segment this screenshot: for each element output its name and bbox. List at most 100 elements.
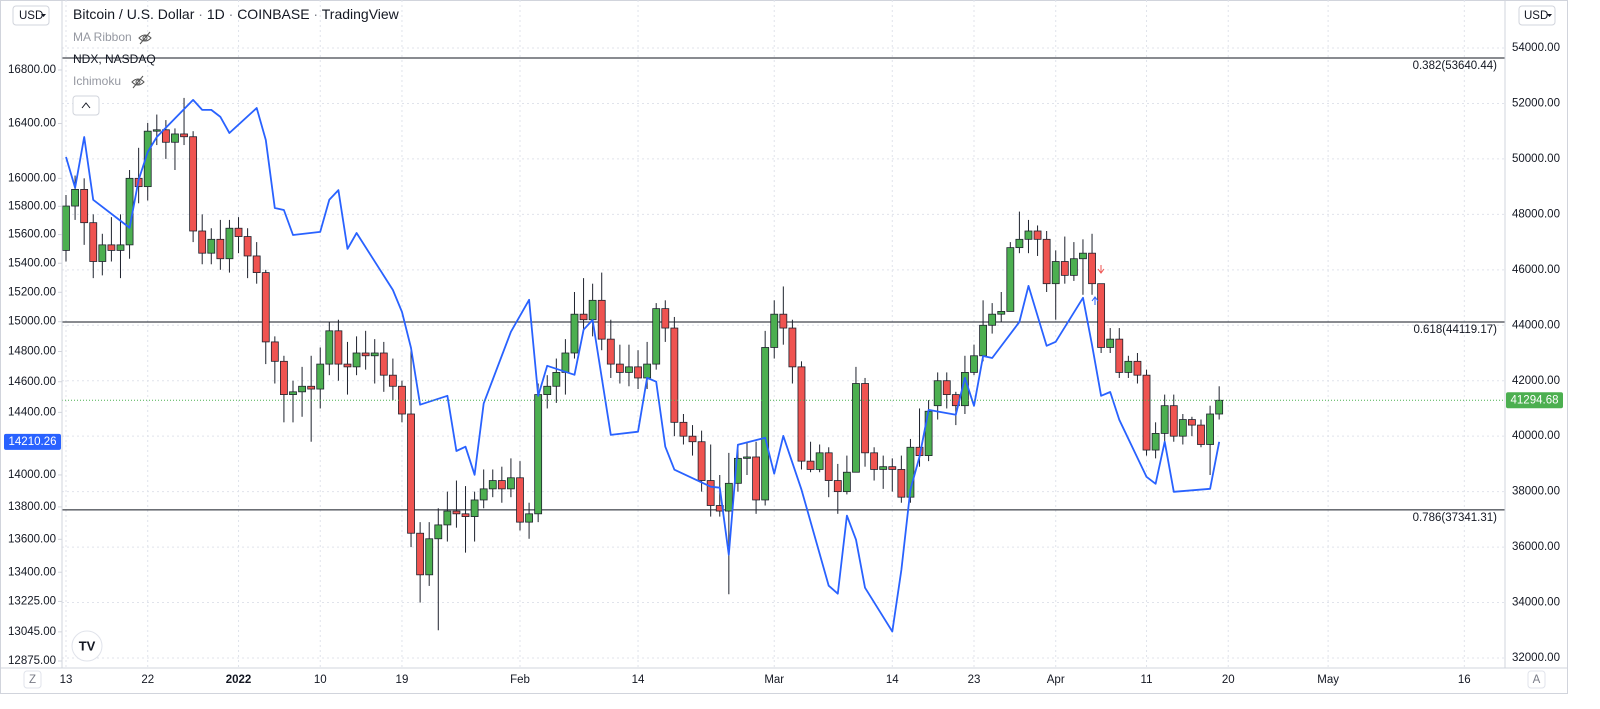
candle-body [325, 330, 334, 365]
currency-button-left[interactable]: USD [12, 5, 50, 26]
candle-body [534, 394, 543, 515]
candle-body [1206, 413, 1214, 445]
candle-body [171, 133, 179, 143]
candle-body [379, 352, 388, 376]
candle-body [1069, 258, 1078, 276]
y-tick-label: 52000.00 [1512, 97, 1560, 109]
candle-body [316, 363, 325, 390]
y2-tick-label: 16000.00 [8, 172, 56, 184]
candle-body [479, 488, 488, 501]
x-tick-label: Mar [764, 674, 784, 686]
candle-body [1060, 261, 1069, 276]
x-tick-label: 13 [60, 674, 73, 686]
frame [0, 0, 1568, 694]
candle-body [724, 482, 733, 512]
x-tick-label: 23 [968, 674, 981, 686]
candle-body [1169, 405, 1178, 437]
candle-body [1097, 283, 1106, 348]
candle-body [779, 313, 788, 329]
y-tick-label: 48000.00 [1512, 208, 1560, 220]
candle-body [180, 133, 188, 138]
candle-body [1124, 360, 1133, 373]
candle-body [98, 244, 107, 262]
y-tick-label: 38000.00 [1512, 486, 1560, 498]
candle-body [988, 313, 997, 326]
last-y2-label: 14210.26 [9, 436, 57, 448]
candle-body [697, 441, 706, 481]
candle-body [970, 355, 978, 373]
last-price-box [1506, 392, 1563, 409]
candle-body [861, 383, 869, 454]
x-tick-label: 2022 [226, 674, 252, 686]
candle-body [1197, 424, 1205, 445]
y2-tick-label: 15800.00 [8, 200, 56, 212]
candle-body [1178, 419, 1187, 437]
x-tick-label: 14 [886, 674, 899, 686]
candle-body [824, 452, 833, 481]
candle-body [516, 477, 524, 523]
candle-body [1106, 338, 1115, 348]
fib-label: 0.382(53640.44) [1413, 60, 1498, 72]
y2-tick-label: 16800.00 [8, 64, 56, 76]
candle-body [425, 538, 434, 576]
candle-body [706, 480, 715, 506]
candle-body [1006, 247, 1015, 312]
plot: 0.382(53640.44) 0.618(44119.17) 0.786(3734… [62, 57, 1505, 633]
y2-tick-label: 13225.00 [8, 595, 56, 607]
candle-body [207, 238, 216, 254]
candle-body [161, 129, 170, 143]
candle-body [1015, 238, 1024, 249]
scale-button-a[interactable]: A [1527, 670, 1546, 689]
candle-body [62, 205, 70, 251]
collapse-button[interactable] [72, 95, 100, 116]
y2-tick-label: 15600.00 [8, 229, 56, 241]
y2-tick-label: 13400.00 [8, 566, 56, 578]
candle-body [443, 510, 452, 526]
candle-body [461, 513, 470, 517]
x-tick-label: 16 [1458, 674, 1471, 686]
button-label: Z [29, 674, 36, 686]
candle-body [1024, 230, 1033, 240]
candle-body [507, 477, 515, 490]
candle-body [615, 363, 624, 373]
hidden-eye-icon[interactable] [138, 31, 152, 45]
indicator-ndx[interactable]: NDX, NASDAQ [73, 52, 156, 66]
signal-arrow-down [1097, 265, 1105, 274]
candle-body [434, 524, 443, 540]
candle-body [888, 466, 897, 470]
candle-body [71, 189, 79, 207]
logo-glyph: TV [79, 638, 96, 653]
candle-body [416, 532, 425, 576]
sep: · [194, 6, 206, 22]
candle-body [280, 360, 288, 395]
candle-body [797, 366, 806, 462]
y2-tick-label: 12875.00 [8, 655, 56, 667]
candle-body [606, 338, 615, 365]
candle-body [452, 510, 461, 515]
x-tick-label: 22 [141, 674, 154, 686]
currency-button-right[interactable]: USD [1518, 5, 1556, 26]
candle-body [1051, 261, 1060, 285]
ndx-line [65, 99, 1221, 633]
candle-body [579, 313, 588, 321]
candle-body [298, 385, 306, 393]
indicator-ichimoku[interactable]: Ichimoku [73, 74, 121, 88]
candle-body [1133, 360, 1142, 376]
hidden-eye-icon[interactable] [131, 75, 145, 89]
x-tick-label: 11 [1141, 674, 1153, 686]
indicator-ma-ribbon[interactable]: MA Ribbon [73, 30, 132, 44]
x-tick-label: May [1317, 674, 1339, 686]
candle-body [152, 129, 161, 132]
candle-body [497, 480, 506, 490]
source: TradingView [322, 6, 400, 22]
scale-button-z[interactable]: Z [23, 670, 42, 689]
y2-tick-label: 14400.00 [8, 406, 56, 418]
candle-body [933, 380, 942, 407]
candle-body [470, 499, 479, 517]
candle-body [897, 469, 906, 498]
candle-body [1188, 419, 1196, 426]
x-tick-label: 14 [632, 674, 645, 686]
y2-tick-label: 14000.00 [8, 469, 56, 481]
candle-body [815, 452, 824, 470]
